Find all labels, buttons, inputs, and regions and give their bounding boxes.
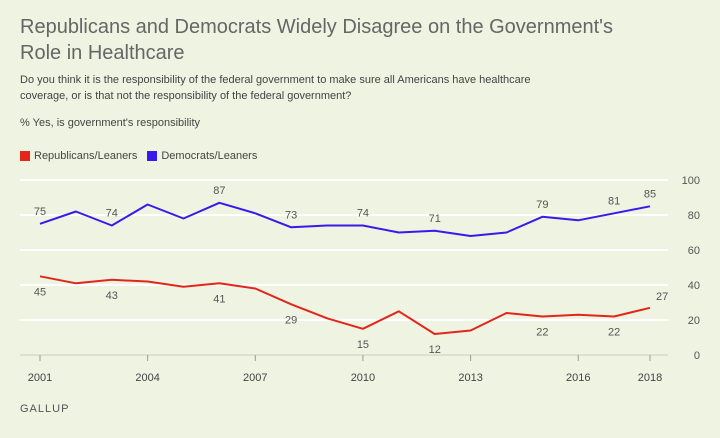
source-footer: GALLUP	[20, 403, 70, 415]
survey-question: Do you think it is the responsibility of…	[20, 74, 531, 102]
x-tick-label-2010: 2010	[351, 372, 375, 384]
y-tick-label-0: 0	[694, 350, 700, 362]
data-label-democrats-2006: 87	[213, 185, 225, 197]
series-line-republicans	[39, 275, 651, 335]
data-label-democrats-2008: 73	[285, 209, 297, 221]
y-tick-label-20: 20	[688, 315, 700, 327]
x-tick-label-2013: 2013	[458, 372, 482, 384]
data-label-republicans-2001: 45	[34, 286, 46, 298]
x-tick-label-2004: 2004	[135, 372, 159, 384]
legend-swatch-republicans	[20, 151, 30, 161]
data-label-republicans-2018: 27	[656, 291, 668, 303]
x-tick-label-2001: 2001	[28, 372, 52, 384]
y-tick-label-60: 60	[688, 245, 700, 257]
data-label-democrats-2017: 81	[608, 195, 620, 207]
legend: Republicans/Leaners Democrats/Leaners	[20, 150, 267, 162]
legend-swatch-democrats	[147, 151, 158, 161]
chart-title: Republicans and Democrats Widely Disagre…	[20, 16, 613, 64]
x-tick-label-2007: 2007	[243, 372, 267, 384]
data-label-republicans-2003: 43	[106, 290, 118, 302]
x-tick-label-2018: 2018	[638, 372, 662, 384]
y-tick-label-80: 80	[688, 210, 700, 222]
data-label-republicans-2008: 29	[285, 314, 297, 326]
data-label-democrats-2003: 74	[106, 208, 118, 220]
data-label-democrats-2010: 74	[357, 208, 369, 220]
legend-item-republicans: Republicans/Leaners	[20, 150, 137, 162]
y-tick-label-100: 100	[682, 175, 700, 187]
legend-item-democrats: Democrats/Leaners	[147, 150, 257, 162]
chart-subtitle: % Yes, is government's responsibility	[20, 117, 201, 129]
data-label-republicans-2012: 12	[429, 344, 441, 356]
legend-label-democrats: Democrats/Leaners	[161, 150, 258, 162]
data-label-democrats-2018: 85	[644, 188, 656, 200]
y-tick-label-40: 40	[688, 280, 700, 292]
data-label-democrats-2012: 71	[429, 213, 441, 225]
data-label-republicans-2010: 15	[357, 339, 369, 351]
data-label-democrats-2001: 75	[34, 206, 46, 218]
x-tick-label-2016: 2016	[566, 372, 590, 384]
data-label-republicans-2015: 22	[536, 327, 548, 339]
series-line-democrats	[39, 201, 651, 237]
data-label-republicans-2006: 41	[213, 293, 225, 305]
legend-label-republicans: Republicans/Leaners	[34, 150, 138, 162]
data-label-republicans-2017: 22	[608, 327, 620, 339]
data-label-democrats-2015: 79	[536, 199, 548, 211]
